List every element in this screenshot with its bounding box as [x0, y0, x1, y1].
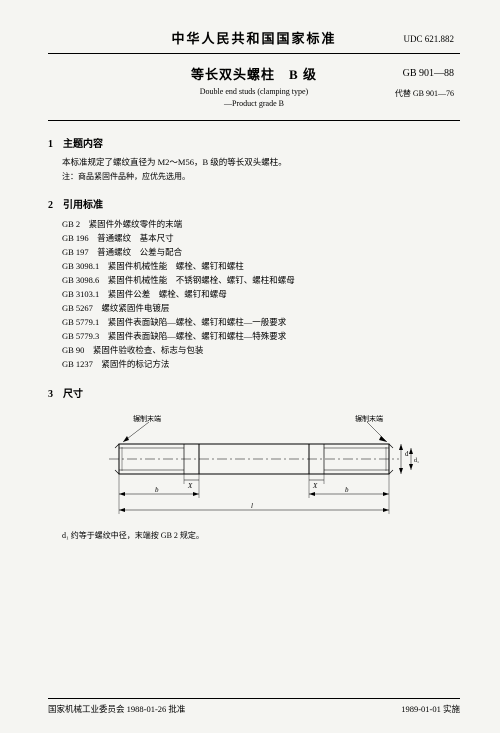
footer-approved: 国家机械工业委员会 1988-01-26 批准: [48, 703, 185, 715]
ref-item: GB 3098.6 紧固件机械性能 不锈钢螺栓、螺钉、螺柱和螺母: [62, 273, 460, 287]
ref-item: GB 5779.3 紧固件表面缺陷—螺栓、螺钉和螺柱—特殊要求: [62, 329, 460, 343]
footer-effective: 1989-01-01 实施: [401, 703, 460, 715]
ref-item: GB 3103.1 紧固件公差 螺栓、螺钉和螺母: [62, 287, 460, 301]
ref-item: GB 2 紧固件外螺纹零件的末端: [62, 217, 460, 231]
diagram-label-left: 辗制末端: [133, 414, 161, 424]
diagram-label-right: 辗制末端: [355, 414, 383, 424]
ref-item: GB 197 普通螺纹 公差与配合: [62, 245, 460, 259]
dim-l: l: [251, 502, 253, 510]
section-3-heading: 3 尺寸: [48, 385, 460, 400]
title-block: 等长双头螺柱 B 级 Double end studs (clamping ty…: [48, 64, 460, 108]
main-title: 等长双头螺柱 B 级: [191, 64, 317, 83]
ref-item: GB 5779.1 紧固件表面缺陷—螺栓、螺钉和螺柱—一般要求: [62, 315, 460, 329]
divider-under-title: [48, 120, 460, 121]
country-title: 中华人民共和国国家标准: [48, 28, 460, 47]
ref-item: GB 1237 紧固件的标记方法: [62, 357, 460, 371]
gb-number: GB 901—88: [403, 68, 454, 79]
ref-item: GB 3098.1 紧固件机械性能 螺栓、螺钉和螺柱: [62, 259, 460, 273]
dim-b-right: b: [345, 486, 349, 494]
dim-d-text: d: [405, 450, 409, 458]
udc-code: UDC 621.882: [403, 34, 454, 44]
ref-item: GB 196 普通螺纹 基本尺寸: [62, 231, 460, 245]
ref-item: GB 90 紧固件验收检查、标志与包装: [62, 343, 460, 357]
reference-list: GB 2 紧固件外螺纹零件的末端 GB 196 普通螺纹 基本尺寸 GB 197…: [62, 217, 460, 371]
diagram-caption: d₁ 约等于螺纹中径，末端按 GB 2 规定。: [62, 530, 460, 541]
subtitle-en-2: —Product grade B: [48, 99, 460, 108]
stud-diagram: 辗制末端 辗制末端: [89, 414, 419, 524]
divider-top: [48, 53, 460, 54]
dim-ds-text: d₁: [414, 458, 419, 464]
dim-b-left: b: [155, 486, 159, 494]
section-1-heading: 1 主题内容: [48, 135, 460, 150]
section-1-body: 本标准规定了螺纹直径为 M2～M56，B 级的等长双头螺柱。: [62, 156, 460, 169]
replaces-label: 代替 GB 901—76: [395, 88, 454, 99]
section-2-heading: 2 引用标准: [48, 196, 460, 211]
ref-item: GB 5267 螺纹紧固件电镀层: [62, 301, 460, 315]
section-1-note: 注：商品紧固件品种，应优先选用。: [62, 171, 460, 182]
dim-x-left: X: [187, 482, 193, 490]
stud-svg: d d₁ X X b b: [89, 414, 419, 524]
dim-x-right: X: [312, 482, 318, 490]
page-footer: 国家机械工业委员会 1988-01-26 批准 1989-01-01 实施: [48, 698, 460, 715]
